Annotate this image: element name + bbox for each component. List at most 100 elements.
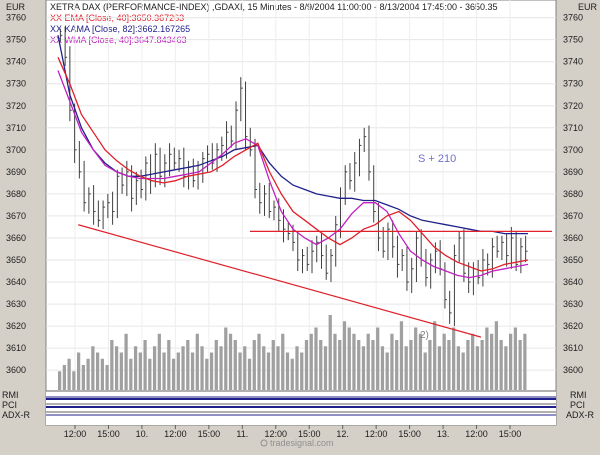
y-tick-label-right: 3640 xyxy=(563,277,583,287)
x-axis: 12:00 15:00 10. 12:00 15:00 11. 12:00 15:00 12. 1… xyxy=(64,425,521,439)
y-tick-label-left: 3640 xyxy=(6,277,26,287)
volume-bar xyxy=(333,333,337,390)
volume-bar xyxy=(262,346,266,390)
volume-bar xyxy=(114,346,119,390)
annotation-2: 2) xyxy=(420,330,429,341)
y-tick-label-right: 3610 xyxy=(563,343,583,353)
y-tick-label-right: 3600 xyxy=(563,365,583,375)
y-tick-label-left: 3660 xyxy=(6,233,26,243)
volume-bar xyxy=(437,346,442,390)
ema-line xyxy=(57,57,529,272)
unit-left: EUR xyxy=(6,2,26,12)
indicator-lines xyxy=(57,35,552,338)
volume-bar xyxy=(233,340,237,390)
x-tick-label: 12:00 xyxy=(265,429,288,439)
wma-line xyxy=(57,70,529,279)
x-tick-label: 15:00 xyxy=(398,429,421,439)
volume-bar xyxy=(281,333,285,390)
volume-bar xyxy=(513,327,518,390)
panel-label-rmi-right: RMI xyxy=(570,390,587,400)
y-tick-label-left: 3730 xyxy=(6,79,26,89)
x-tick-label: 12. xyxy=(336,429,349,439)
volume-bar xyxy=(290,358,294,390)
volume-bar xyxy=(205,358,209,390)
unit-right: EUR xyxy=(578,2,598,12)
volume-bar xyxy=(62,365,66,390)
volume-bar xyxy=(300,352,304,390)
y-tick-label-left: 3670 xyxy=(6,211,26,221)
y-tick-label-right: 3660 xyxy=(563,233,583,243)
panel-label-rmi: RMI xyxy=(2,390,19,400)
volume-bar xyxy=(418,333,423,390)
panel-label-adx-right: ADX-R xyxy=(566,410,595,420)
volume-bar xyxy=(200,346,204,390)
y-tick-label-right: 3740 xyxy=(563,57,583,67)
y-tick-label-left: 3600 xyxy=(6,365,26,375)
x-tick-label: 13. xyxy=(437,429,450,439)
volume-bar xyxy=(252,340,256,390)
volume-bar xyxy=(319,340,323,390)
volume-bar xyxy=(214,340,218,390)
volume-bar xyxy=(490,333,494,390)
volume-bar xyxy=(447,340,451,390)
volume-bar xyxy=(499,340,503,390)
annotation-s210: S + 210 xyxy=(418,153,456,165)
kama-line xyxy=(57,35,528,235)
volume-bar xyxy=(480,340,484,390)
y-tick-label-right: 3700 xyxy=(563,145,583,155)
y-tick-label-right: 3650 xyxy=(563,255,583,265)
volume-bar xyxy=(295,346,299,390)
y-tick-label-left: 3750 xyxy=(6,35,26,45)
volume-bar xyxy=(257,333,261,390)
volume-bar xyxy=(409,340,413,390)
y-tick-label-right: 3670 xyxy=(563,211,583,221)
volume-bar xyxy=(366,333,370,390)
volume-bar xyxy=(442,333,446,390)
volume-bar xyxy=(309,333,313,390)
x-tick-label: 12:00 xyxy=(365,429,388,439)
x-tick-label: 12:00 xyxy=(64,429,87,439)
volume-bar xyxy=(167,340,171,390)
volume-bar xyxy=(385,352,389,390)
y-tick-label-right: 3620 xyxy=(563,321,583,331)
y-axis-right: 3600 3610 3620 3630 3640 3650 3660 3670 3680 3690… xyxy=(563,13,583,376)
volume-bar xyxy=(91,346,95,390)
volume-bar xyxy=(110,340,114,390)
volume-bar xyxy=(176,352,180,390)
y-tick-label-left: 3690 xyxy=(6,167,26,177)
y-tick-label-left: 3710 xyxy=(6,123,26,133)
volume-bar xyxy=(328,315,332,390)
volume-bar xyxy=(72,371,76,390)
panel-label-pci: PCI xyxy=(2,400,17,410)
volume-bar xyxy=(518,340,522,390)
y-tick-label-right: 3680 xyxy=(563,189,583,199)
x-tick-label: 15:00 xyxy=(97,429,120,439)
grid xyxy=(46,0,556,390)
volume-bar xyxy=(466,340,470,390)
watermark-text: tradesignal.com xyxy=(270,438,334,448)
volume-bar xyxy=(195,333,199,390)
volume-bar xyxy=(148,358,152,390)
volume-bar xyxy=(423,352,427,390)
panel-label-adx: ADX-R xyxy=(2,410,31,420)
volume-bar xyxy=(338,340,342,390)
volume-bar xyxy=(190,352,195,390)
panel-label-pci-right: PCI xyxy=(570,400,585,410)
y-tick-label-left: 3620 xyxy=(6,321,26,331)
volume-bar xyxy=(181,346,185,390)
volume-bar xyxy=(238,352,242,390)
x-tick-label: 11. xyxy=(236,429,248,439)
volume-bar xyxy=(314,327,318,390)
trend-line xyxy=(78,224,482,338)
bottom-panels: RMI PCI ADX-R RMI PCI ADX-R xyxy=(2,390,595,425)
y-tick-label-right: 3630 xyxy=(563,299,583,309)
x-tick-label: 10. xyxy=(136,429,149,439)
y-tick-label-left: 3680 xyxy=(6,189,26,199)
volume-bar xyxy=(352,333,356,390)
volume-bar xyxy=(404,346,408,390)
volume-bar xyxy=(119,352,123,390)
volume-bar xyxy=(186,340,190,390)
volume-bar xyxy=(323,346,328,390)
volume-bar xyxy=(471,333,475,390)
